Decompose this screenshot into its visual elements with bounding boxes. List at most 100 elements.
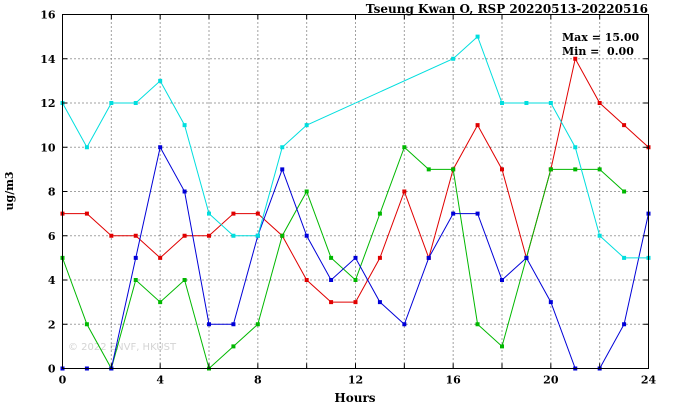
series-marker-green	[182, 278, 187, 282]
series-marker-cyan	[109, 101, 114, 105]
x-tick-label: 16	[446, 374, 462, 387]
series-marker-cyan	[524, 101, 529, 105]
series-marker-green	[304, 189, 309, 194]
series-marker-cyan	[573, 145, 578, 150]
series-marker-blue	[548, 300, 553, 305]
series-marker-cyan	[182, 123, 187, 128]
series-marker-green	[451, 167, 456, 172]
series-marker-red	[158, 255, 163, 260]
series-marker-red	[84, 211, 89, 216]
series-marker-red	[207, 233, 211, 238]
series-marker-blue	[622, 322, 627, 327]
series-marker-red	[182, 233, 187, 238]
x-tick-label: 0	[59, 374, 67, 387]
series-marker-green	[329, 255, 334, 260]
series-marker-red	[353, 300, 358, 305]
min-value-label: Min = 0.00	[562, 44, 634, 58]
series-marker-red	[231, 211, 236, 216]
y-tick-label: 2	[48, 318, 56, 331]
stats-box: Max = 15.00 Min = 0.00	[562, 31, 639, 59]
y-tick-label: 6	[48, 230, 56, 243]
series-marker-cyan	[207, 211, 211, 216]
max-value-label: Max = 15.00	[562, 31, 640, 44]
y-tick-label: 14	[40, 53, 56, 66]
series-marker-red	[304, 278, 309, 282]
series-marker-blue	[207, 322, 211, 327]
series-marker-blue	[402, 322, 407, 327]
x-axis-label: Hours	[334, 391, 376, 405]
y-tick-label: 4	[48, 274, 56, 287]
series-marker-blue	[426, 255, 431, 260]
series-marker-blue	[280, 167, 285, 172]
y-tick-label: 0	[48, 363, 56, 376]
series-marker-red	[329, 300, 334, 305]
y-tick-label: 10	[40, 141, 56, 154]
x-tick-label: 4	[156, 374, 164, 387]
x-tick-label: 24	[641, 374, 657, 387]
x-tick-label: 20	[543, 374, 559, 387]
x-tick-label: 12	[348, 374, 363, 387]
series-marker-blue	[329, 278, 334, 282]
series-marker-cyan	[84, 145, 89, 150]
watermark: © 2022 ENVF, HKUST	[68, 342, 177, 353]
chart-title: Tseung Kwan O, RSP 20220513-20220516	[365, 2, 648, 16]
series-marker-cyan	[158, 78, 163, 83]
series-marker-red	[133, 233, 138, 238]
series-marker-cyan	[475, 34, 480, 39]
series-marker-red	[500, 167, 504, 172]
series-marker-green	[573, 167, 578, 172]
series-marker-red	[255, 211, 260, 216]
series-marker-green	[353, 278, 358, 282]
series-marker-blue	[133, 255, 138, 260]
series-line-green	[62, 146, 625, 370]
series-marker-red	[402, 189, 407, 194]
series-marker-cyan	[500, 101, 504, 105]
y-axis-label: ug/m3	[3, 171, 16, 211]
series-marker-green	[231, 344, 236, 349]
y-tick-label: 16	[40, 9, 56, 22]
series-marker-red	[377, 255, 382, 260]
x-tick-label: 8	[254, 374, 262, 387]
series-marker-cyan	[133, 101, 138, 105]
series-marker-red	[475, 123, 480, 128]
series-marker-blue	[451, 211, 456, 216]
series-marker-green	[402, 145, 407, 150]
series-marker-green	[280, 233, 285, 238]
series-marker-green	[158, 300, 163, 305]
series-marker-red	[597, 101, 602, 105]
series-marker-blue	[182, 189, 187, 194]
series-marker-green	[548, 167, 553, 172]
series-line-cyan	[62, 35, 649, 259]
series-marker-red	[622, 123, 627, 128]
y-tick-label: 12	[40, 97, 55, 110]
y-tick-label: 8	[48, 186, 56, 199]
series-marker-green	[255, 322, 260, 327]
series-marker-blue	[231, 322, 236, 327]
series-marker-cyan	[451, 56, 456, 61]
series-marker-blue	[524, 255, 529, 260]
series-marker-blue	[158, 145, 163, 150]
series-marker-red	[573, 56, 578, 61]
series-marker-blue	[500, 278, 504, 282]
series-marker-cyan	[622, 255, 627, 260]
series-marker-green	[426, 167, 431, 172]
series-marker-cyan	[304, 123, 309, 128]
series-marker-blue	[304, 233, 309, 238]
series-marker-green	[475, 322, 480, 327]
series-marker-blue	[475, 211, 480, 216]
series-marker-blue	[353, 255, 358, 260]
series-marker-green	[377, 211, 382, 216]
series-marker-red	[109, 233, 114, 238]
series-marker-cyan	[231, 233, 236, 238]
series-marker-green	[500, 344, 504, 349]
series-marker-green	[84, 322, 89, 327]
series-marker-green	[622, 189, 627, 194]
series-marker-cyan	[548, 101, 553, 105]
series-marker-cyan	[255, 233, 260, 238]
series-marker-cyan	[597, 233, 602, 238]
series-marker-blue	[377, 300, 382, 305]
series-marker-green	[133, 278, 138, 282]
series-marker-cyan	[280, 145, 285, 150]
